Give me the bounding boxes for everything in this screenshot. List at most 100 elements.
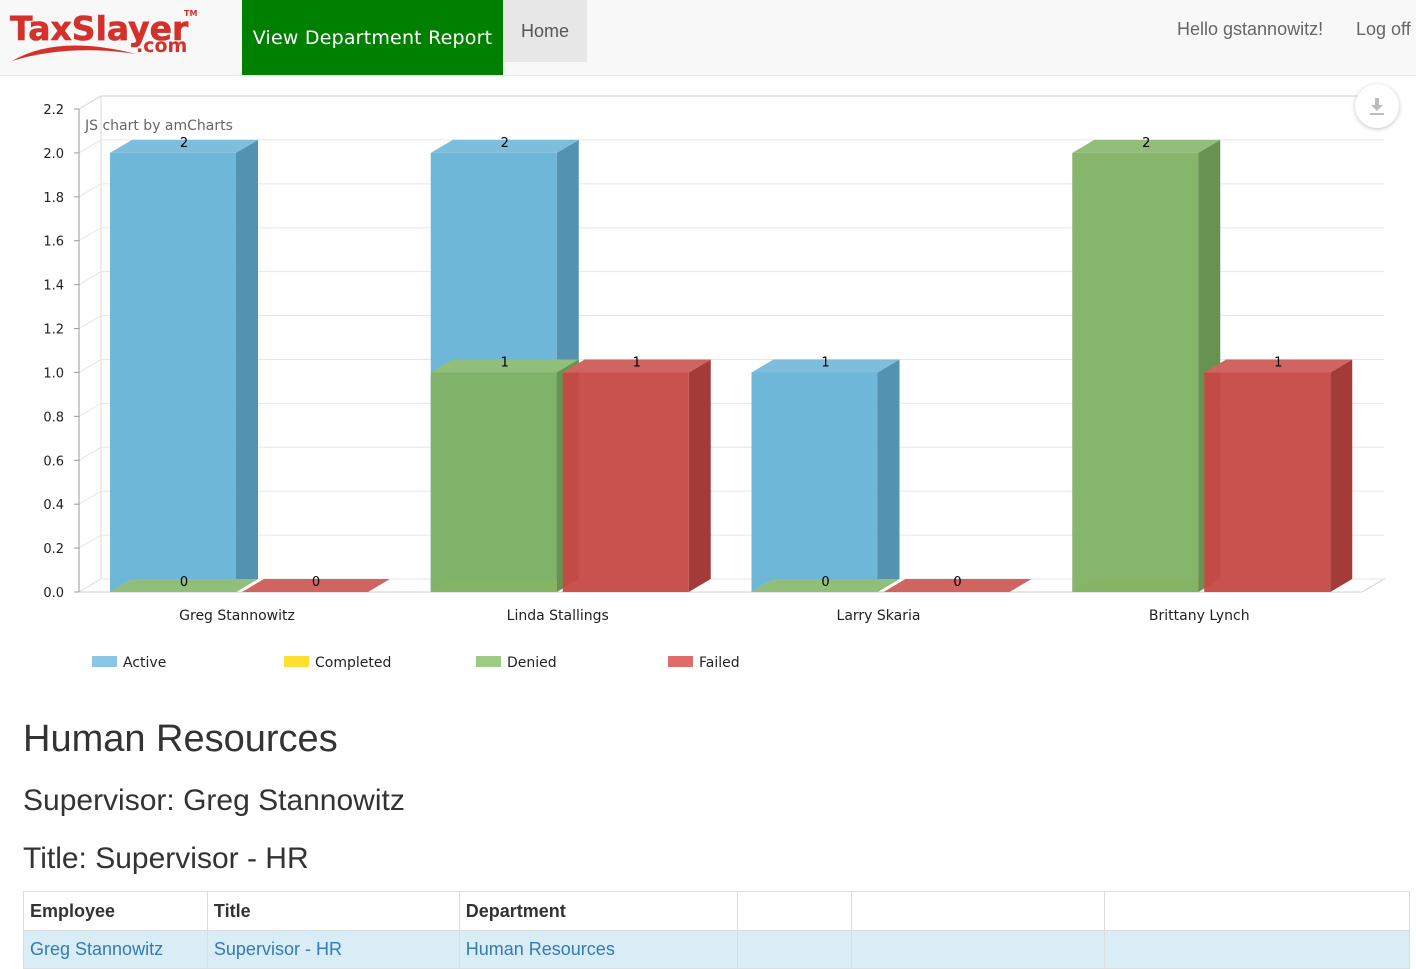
y-axis-tick-label: 2.0 bbox=[43, 147, 64, 162]
x-axis-category-label: Brittany Lynch bbox=[1149, 608, 1250, 624]
y-axis-tick-label: 0.6 bbox=[43, 454, 64, 469]
y-axis-tick-label: 1.8 bbox=[43, 191, 64, 206]
bar-failed-front bbox=[1204, 372, 1331, 592]
chart-gridline bbox=[78, 271, 1384, 286]
x-axis-category-label: Greg Stannowitz bbox=[179, 608, 295, 624]
taxslayer-logo-graphic: TaxSlayer TM .com bbox=[10, 9, 197, 61]
bar-failed-top bbox=[562, 359, 711, 373]
column-header-title[interactable]: Title bbox=[206, 891, 460, 931]
bar-data-label: 1 bbox=[1274, 355, 1282, 370]
logo-swoosh-icon bbox=[12, 45, 136, 61]
chart-gridline bbox=[78, 95, 1384, 110]
taxslayer-logo[interactable]: TaxSlayer TM .com bbox=[8, 4, 208, 68]
supervisor-heading: Supervisor: Greg Stannowitz bbox=[23, 784, 405, 817]
bar-denied-top bbox=[110, 579, 258, 592]
y-axis-tick-label: 2.2 bbox=[43, 103, 64, 118]
chart-gridline bbox=[78, 139, 1384, 154]
column-header-employee[interactable]: Employee bbox=[23, 891, 208, 931]
bar-failed-front bbox=[562, 372, 689, 592]
home-link[interactable]: Home bbox=[503, 0, 587, 62]
bar-data-label: 0 bbox=[312, 575, 320, 590]
cell-title[interactable]: Supervisor - HR bbox=[206, 930, 460, 969]
view-department-report-link[interactable]: View Department Report bbox=[242, 0, 503, 75]
legend-label-denied: Denied bbox=[507, 655, 557, 671]
chart-gridline bbox=[78, 315, 1384, 329]
column-header-6 bbox=[1104, 891, 1410, 931]
bar-denied-front bbox=[1072, 152, 1199, 592]
title-heading: Title: Supervisor - HR bbox=[23, 842, 309, 875]
chart-gridline bbox=[78, 446, 1384, 461]
y-axis-tick-label: 1.6 bbox=[43, 235, 64, 250]
bar-failed-side bbox=[1330, 359, 1353, 592]
bar-denied-top bbox=[751, 579, 900, 592]
bar-data-label: 1 bbox=[501, 355, 509, 370]
cell-4 bbox=[736, 930, 853, 969]
department-status-chart: 0.0 0.2 0.4 0.6 0.8 1.0 1.2 1.4 1.6 1.8 2.0 2.2 JS c… bbox=[43, 95, 1386, 671]
legend-label-completed: Completed bbox=[315, 655, 391, 671]
cell-5 bbox=[851, 930, 1106, 969]
table-row[interactable]: Greg Stannowitz Supervisor - HR Human Re… bbox=[23, 930, 1410, 969]
x-axis-category-label: Linda Stallings bbox=[507, 608, 609, 624]
cell-6 bbox=[1104, 930, 1410, 969]
chart-gridline bbox=[78, 358, 1384, 373]
bar-failed-top bbox=[242, 579, 390, 592]
bar-active-top bbox=[430, 139, 579, 153]
bar-data-label: 0 bbox=[821, 575, 829, 590]
chart-watermark: JS chart by amCharts bbox=[84, 118, 233, 134]
legend-label-active: Active bbox=[123, 655, 166, 671]
bar-data-label: 0 bbox=[953, 575, 961, 590]
bar-data-label: 2 bbox=[180, 136, 188, 151]
user-greeting-link[interactable]: Hello gstannowitz! bbox=[1177, 19, 1324, 39]
chart-gridline bbox=[78, 490, 1384, 505]
logo-brand-sub: .com bbox=[136, 35, 187, 57]
y-axis-tick-label: 1.0 bbox=[43, 366, 64, 381]
chart-back-wall-left bbox=[78, 96, 102, 593]
logo-trademark: TM bbox=[184, 9, 197, 18]
chart-gridline bbox=[78, 227, 1384, 242]
bar-denied-top bbox=[1072, 139, 1221, 153]
y-axis-tick-label: 0.8 bbox=[43, 410, 64, 425]
bar-active-top bbox=[110, 139, 258, 153]
legend-label-failed: Failed bbox=[699, 655, 740, 671]
bar-failed-top bbox=[1204, 359, 1353, 373]
chart-export-button[interactable] bbox=[1355, 84, 1399, 128]
legend-swatch-active bbox=[92, 656, 117, 667]
bar-active-front bbox=[110, 152, 236, 592]
y-axis-tick-label: 1.4 bbox=[43, 279, 64, 294]
column-header-4 bbox=[736, 891, 853, 931]
cell-department[interactable]: Human Resources bbox=[458, 930, 738, 969]
chart-gridline bbox=[78, 534, 1384, 549]
y-axis-tick-label: 0.2 bbox=[43, 542, 64, 557]
bar-failed-side bbox=[688, 359, 711, 592]
y-axis-tick-label: 0.0 bbox=[43, 586, 64, 601]
chart-gridline bbox=[78, 402, 1384, 417]
navbar: TaxSlayer TM .com View Department Report… bbox=[0, 0, 1416, 76]
bar-active-front bbox=[751, 372, 878, 592]
bar-denied-front bbox=[430, 372, 557, 592]
bar-data-label: 2 bbox=[501, 136, 509, 151]
cell-employee[interactable]: Greg Stannowitz bbox=[23, 930, 208, 969]
employee-table: Employee Title Department Greg Stannowit… bbox=[23, 891, 1410, 969]
column-header-department[interactable]: Department bbox=[458, 891, 738, 931]
legend-swatch-denied bbox=[476, 656, 501, 667]
column-header-5 bbox=[851, 891, 1106, 931]
y-axis-tick-label: 1.2 bbox=[43, 323, 64, 338]
table-header-row: Employee Title Department bbox=[23, 891, 1410, 931]
bar-data-label: 1 bbox=[821, 355, 829, 370]
bar-active-side bbox=[877, 359, 900, 592]
bar-data-label: 2 bbox=[1142, 136, 1150, 151]
bar-failed-top bbox=[883, 579, 1032, 592]
logo-brand-main: TaxSlayer bbox=[10, 9, 189, 48]
legend-swatch-completed bbox=[284, 656, 309, 667]
y-axis-tick-label: 0.4 bbox=[43, 498, 64, 513]
bar-active-top bbox=[751, 359, 900, 373]
log-off-link[interactable]: Log off bbox=[1356, 19, 1411, 39]
department-heading: Human Resources bbox=[23, 718, 338, 760]
chart-gridline bbox=[78, 183, 1384, 198]
bar-data-label: 1 bbox=[633, 355, 641, 370]
bar-active-side bbox=[236, 139, 258, 592]
bar-data-label: 0 bbox=[180, 575, 188, 590]
x-axis-category-label: Larry Skaria bbox=[837, 608, 921, 624]
bar-denied-top bbox=[430, 359, 579, 373]
legend-swatch-failed bbox=[668, 656, 693, 667]
